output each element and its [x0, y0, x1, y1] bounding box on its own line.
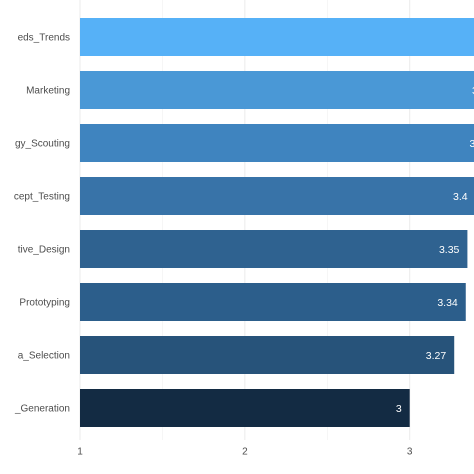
bar [80, 177, 474, 215]
x-tick-label: 1 [77, 447, 83, 458]
y-tick-label: Prototyping [19, 298, 70, 309]
bar [80, 230, 468, 268]
bar [80, 124, 474, 162]
bar [80, 18, 474, 56]
y-tick-label: gy_Scouting [15, 139, 70, 150]
x-tick-label: 2 [242, 447, 248, 458]
value-label: 3.27 [426, 350, 447, 362]
y-tick-label: tive_Design [18, 245, 70, 256]
y-tick-label: cept_Testing [14, 192, 70, 203]
x-tick-label: 3 [407, 447, 413, 458]
bar [80, 283, 466, 321]
y-tick-label: a_Selection [18, 351, 70, 362]
bar [80, 389, 410, 427]
value-label: 3 [396, 403, 402, 415]
y-tick-label: Marketing [26, 86, 70, 97]
value-label: 3.34 [437, 297, 458, 309]
value-label: 3.4 [453, 191, 468, 203]
y-tick-label: eds_Trends [18, 33, 70, 44]
value-label: 3.35 [439, 244, 460, 256]
y-tick-label: _Generation [14, 404, 70, 415]
value-label: 3.55 [472, 85, 474, 97]
value-label: 3.5 [470, 138, 474, 150]
bar [80, 71, 474, 109]
bar [80, 336, 455, 374]
